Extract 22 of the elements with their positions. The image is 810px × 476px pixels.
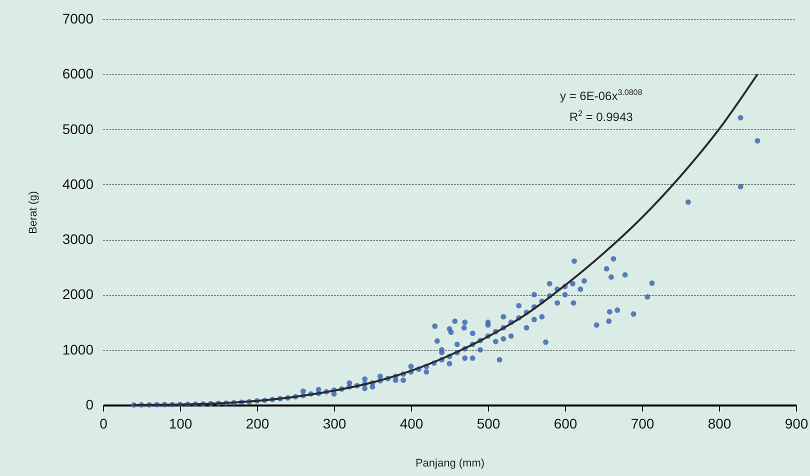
x-tick-label: 800 bbox=[708, 416, 732, 432]
y-tick-label: 3000 bbox=[62, 231, 94, 248]
y-tick-label: 6000 bbox=[62, 66, 94, 82]
x-tick-label: 500 bbox=[476, 416, 500, 432]
x-tick-label: 300 bbox=[322, 416, 346, 432]
y-tick-label: 4000 bbox=[62, 176, 94, 192]
y-tick-label: 7000 bbox=[62, 10, 94, 26]
annotation: R$^{2}$ = 0.9943 bbox=[568, 108, 634, 126]
y-tick-label: 5000 bbox=[62, 120, 94, 137]
x-tick-label: 700 bbox=[630, 416, 654, 432]
x-tick-label: 900 bbox=[784, 416, 808, 432]
y-tick-label: 0 bbox=[86, 396, 94, 412]
annotation: y = 6E-06x$^{3.0808}$ bbox=[560, 87, 642, 105]
y-tick-label: 2000 bbox=[62, 286, 94, 302]
x-tick-label: 600 bbox=[554, 416, 578, 432]
y-axis-title: Berat (g) bbox=[27, 191, 40, 234]
y-tick-label: 1000 bbox=[62, 341, 94, 358]
x-tick-label: 400 bbox=[400, 416, 424, 432]
x-tick-label: 200 bbox=[246, 416, 270, 432]
x-axis-title: Panjang (mm) bbox=[415, 458, 485, 470]
x-tick-label: 100 bbox=[168, 416, 192, 432]
x-tick-label: 0 bbox=[100, 416, 108, 432]
